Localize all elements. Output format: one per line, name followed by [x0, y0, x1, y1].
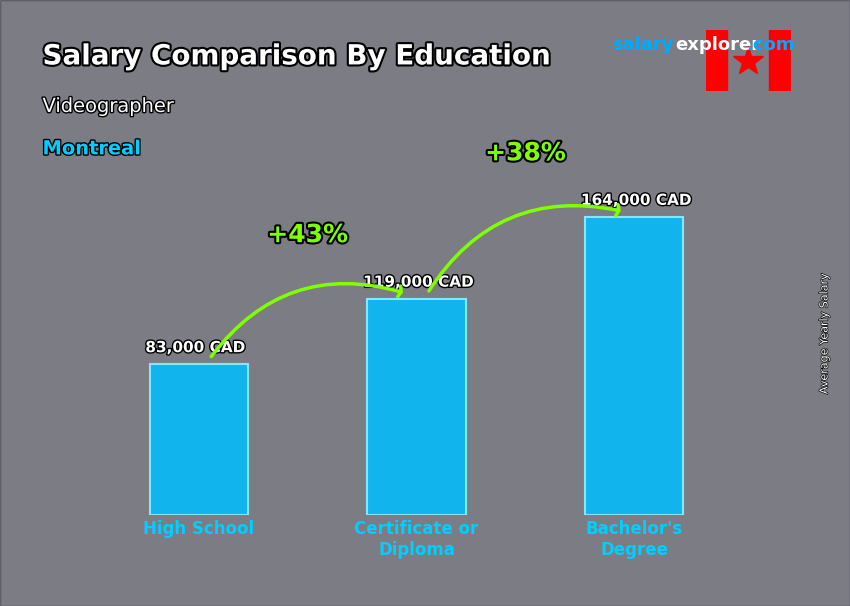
- Text: +43%: +43%: [267, 223, 348, 247]
- Bar: [586, 217, 683, 515]
- Bar: [706, 30, 727, 91]
- Text: .com: .com: [746, 36, 795, 55]
- Text: +38%: +38%: [485, 141, 566, 165]
- Text: 119,000 CAD: 119,000 CAD: [363, 275, 473, 290]
- Text: explorer: explorer: [676, 36, 761, 55]
- Bar: [367, 299, 466, 515]
- Text: 83,000 CAD: 83,000 CAD: [145, 340, 245, 355]
- Bar: [769, 30, 790, 91]
- Text: Average Yearly Salary: Average Yearly Salary: [819, 273, 830, 394]
- Text: Salary Comparison By Education: Salary Comparison By Education: [42, 42, 551, 70]
- Text: Montreal: Montreal: [42, 139, 141, 158]
- Bar: [150, 364, 247, 515]
- Bar: [150, 364, 247, 515]
- Bar: [586, 217, 683, 515]
- Text: Videographer: Videographer: [42, 97, 174, 116]
- Text: 164,000 CAD: 164,000 CAD: [581, 193, 691, 208]
- Bar: [367, 299, 466, 515]
- Text: salary: salary: [612, 36, 673, 55]
